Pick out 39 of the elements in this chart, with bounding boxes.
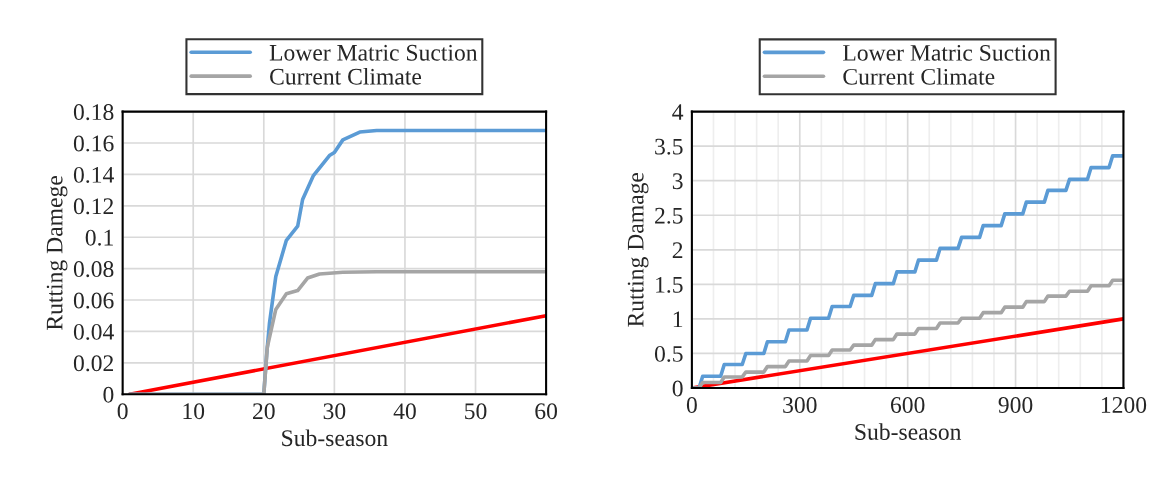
y-tick-label: 0 bbox=[672, 380, 683, 397]
y-tick-label: 0.14 bbox=[73, 166, 114, 183]
y-tick-label: 0.18 bbox=[73, 104, 114, 121]
y-tick-label: 0.12 bbox=[73, 198, 114, 215]
x-tick-label: 10 bbox=[183, 403, 205, 420]
x-axis-title: Sub-season bbox=[282, 429, 388, 447]
x-tick-label: 0 bbox=[686, 397, 697, 413]
legend-label: Current Climate bbox=[843, 68, 995, 85]
y-axis-title: Rutting Damege bbox=[46, 176, 68, 330]
y-tick-label: 2.5 bbox=[655, 207, 683, 224]
y-tick-label: 0.06 bbox=[73, 292, 114, 309]
y-tick-label: 4 bbox=[672, 104, 684, 120]
y-tick-label: 0.08 bbox=[73, 261, 114, 278]
y-tick-label: 1.5 bbox=[656, 276, 683, 293]
x-tick-label: 900 bbox=[998, 397, 1033, 413]
legend-label: Lower Matric Suction bbox=[843, 44, 1051, 61]
y-tick-label: 0.04 bbox=[73, 323, 114, 340]
legend-label: Current Climate bbox=[270, 68, 422, 85]
y-tick-label: 3 bbox=[672, 173, 683, 190]
y-tick-label: 1 bbox=[673, 311, 683, 328]
x-tick-label: 0 bbox=[117, 403, 128, 420]
y-tick-label: 0.02 bbox=[73, 355, 114, 372]
y-tick-label: 3.5 bbox=[655, 138, 683, 155]
x-axis-title: Sub-season bbox=[855, 423, 962, 440]
x-tick-label: 60 bbox=[535, 403, 558, 420]
x-tick-label: 50 bbox=[465, 403, 487, 420]
y-axis-title: Rutting Damage bbox=[627, 172, 649, 327]
x-tick-label: 40 bbox=[393, 403, 416, 420]
x-tick-label: 600 bbox=[890, 397, 925, 413]
x-tick-label: 1200 bbox=[1101, 397, 1147, 413]
y-tick-label: 2 bbox=[672, 242, 683, 258]
x-tick-label: 300 bbox=[783, 397, 817, 413]
y-tick-label: 0.1 bbox=[85, 229, 113, 246]
x-tick-label: 20 bbox=[253, 403, 275, 420]
legend-label: Lower Matric Suction bbox=[269, 44, 478, 61]
y-tick-label: 0.16 bbox=[73, 135, 114, 152]
line-series bbox=[127, 269, 547, 395]
x-tick-label: 30 bbox=[323, 403, 346, 420]
y-tick-label: 0.5 bbox=[654, 345, 683, 362]
